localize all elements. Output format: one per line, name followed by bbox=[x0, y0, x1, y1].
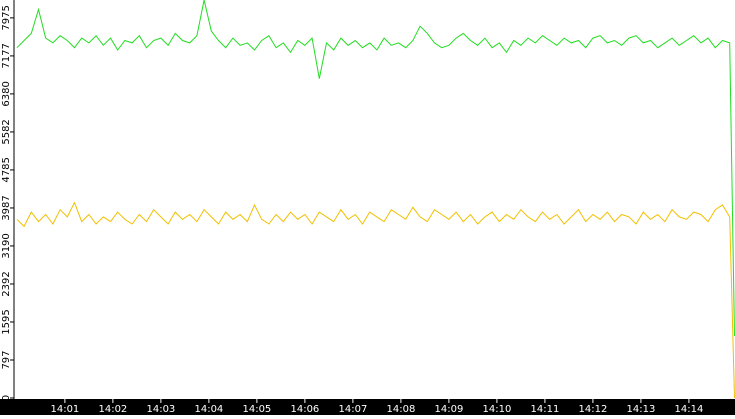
y-tick-label: 7975 bbox=[1, 5, 12, 30]
x-tick-label: 14:14 bbox=[675, 404, 704, 415]
y-tick-label: 1595 bbox=[1, 309, 12, 334]
x-tick-label: 14:12 bbox=[578, 404, 607, 415]
y-tick-label: 5582 bbox=[1, 119, 12, 144]
y-tick-label: 0 bbox=[1, 395, 12, 401]
x-tick-label: 14:04 bbox=[194, 404, 223, 415]
x-tick-label: 14:09 bbox=[434, 404, 463, 415]
y-tick-label: 797 bbox=[1, 350, 12, 369]
x-tick-label: 14:05 bbox=[242, 404, 271, 415]
y-tick-label: 6380 bbox=[1, 81, 12, 106]
x-tick-label: 14:07 bbox=[338, 404, 367, 415]
y-tick-label: 3190 bbox=[1, 233, 12, 258]
x-tick-label: 14:13 bbox=[627, 404, 656, 415]
series-line bbox=[16, 0, 735, 337]
x-tick-label: 14:11 bbox=[530, 404, 559, 415]
x-tick-label: 14:08 bbox=[386, 404, 415, 415]
y-tick-label: 3987 bbox=[1, 195, 12, 220]
y-tick-label: 2392 bbox=[1, 271, 12, 296]
x-tick-label: 14:02 bbox=[98, 404, 127, 415]
x-axis-bar bbox=[0, 399, 735, 415]
y-tick-label: 4785 bbox=[1, 157, 12, 182]
y-tick-label: 7177 bbox=[1, 43, 12, 68]
series-line bbox=[16, 201, 735, 399]
x-tick-label: 14:03 bbox=[146, 404, 175, 415]
x-tick-label: 14:01 bbox=[50, 404, 79, 415]
x-tick-label: 14:10 bbox=[482, 404, 511, 415]
x-tick-label: 14:06 bbox=[290, 404, 319, 415]
